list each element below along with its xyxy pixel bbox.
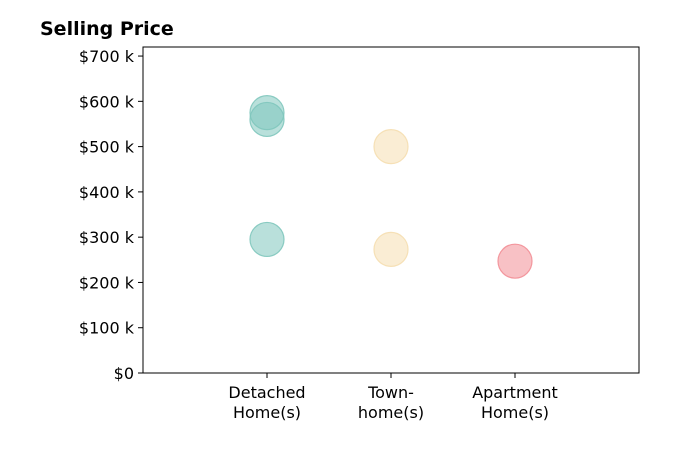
plot-area: $0 $100 k $200 k $300 k $400 k $500 k $600 k $7… bbox=[79, 46, 640, 422]
x-tick-label: Detached bbox=[228, 383, 305, 402]
data-point bbox=[497, 243, 533, 279]
x-tick-label: Home(s) bbox=[481, 403, 549, 422]
x-tick-label: home(s) bbox=[358, 403, 424, 422]
y-tick-label: $600 k bbox=[79, 92, 135, 111]
y-tick-label: $200 k bbox=[79, 273, 135, 292]
x-tick-label: Town- bbox=[367, 383, 414, 402]
y-tick-label: $500 k bbox=[79, 138, 135, 157]
plot-frame bbox=[142, 46, 640, 374]
data-point bbox=[373, 129, 409, 165]
x-tick-label: Apartment bbox=[472, 383, 558, 402]
y-tick-label: $100 k bbox=[79, 319, 135, 338]
data-point bbox=[249, 221, 285, 258]
y-tick-label: $400 k bbox=[79, 183, 135, 202]
y-tick-label: $300 k bbox=[79, 228, 135, 247]
chart-title: Selling Price bbox=[40, 18, 174, 40]
data-point bbox=[373, 231, 409, 267]
y-tick-label: $700 k bbox=[79, 47, 135, 66]
x-tick-label: Home(s) bbox=[233, 403, 301, 422]
data-point bbox=[249, 95, 285, 131]
y-tick-label: $0 bbox=[114, 364, 134, 383]
